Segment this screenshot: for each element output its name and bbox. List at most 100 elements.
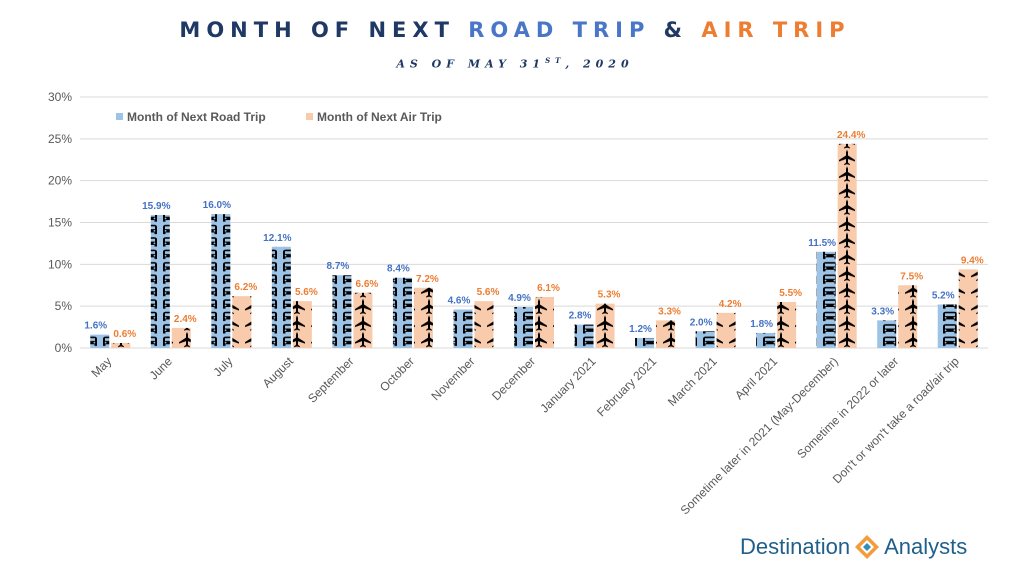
logo-word-1: Destination [740,534,851,559]
air-trip-value-label: 5.6% [477,287,500,298]
x-tick-label: May [88,354,114,380]
air-trip-bar [474,301,494,348]
x-axis: May June July August September October Novembe… [88,354,962,518]
x-tick-label: June [147,354,176,383]
x-tick-label: September [305,354,356,405]
air-trip-bar [958,269,978,348]
x-tick-label: Don't or won't take a road/air trip [830,354,962,486]
road-trip-bar [271,246,291,348]
road-trip-bar [453,309,473,348]
air-trip-value-label: 24.4% [837,130,865,141]
air-trip-value-label: 5.6% [295,287,318,298]
gridlines [80,96,988,349]
y-tick-label: 30% [48,90,72,104]
air-trip-bar [898,285,918,348]
air-trip-value-label: 2.4% [174,314,197,325]
air-trip-bar [353,292,373,348]
x-tick-label: Sometime in 2022 or later [794,354,901,461]
road-trip-bar [937,304,957,348]
destination-analysts-logo: Destination Analysts [740,532,967,562]
road-trip-value-label: 16.0% [203,200,231,211]
road-trip-value-label: 8.7% [327,261,350,272]
air-trip-value-label: 4.2% [719,299,742,310]
diamond-logo-icon [855,535,880,559]
air-trip-value-label: 6.1% [537,283,560,294]
road-trip-bar [635,337,655,348]
air-trip-bar [656,320,676,348]
legend-road-trip-swatch [116,113,123,120]
x-tick-label: March 2021 [665,354,720,409]
air-trip-bar [595,303,615,348]
x-tick-label: October [377,354,417,394]
x-tick-label: November [429,354,478,403]
air-trip-value-label: 6.2% [234,282,257,293]
road-trip-bar [211,214,231,348]
road-trip-bar [514,307,533,348]
y-tick-label: 0% [55,341,73,355]
chart-subtitle: AS OF MAY 31ST, 2020 [0,56,1030,71]
chart-title: MONTH OF NEXT ROAD TRIP & AIR TRIP [0,18,1030,42]
air-trip-value-label: 0.6% [113,329,136,340]
subtitle-suffix: , 2020 [565,57,634,71]
legend-air-trip-swatch [306,113,313,120]
road-trip-bar [756,332,776,348]
road-trip-value-label: 1.2% [629,324,652,335]
y-tick-label: 25% [48,132,72,146]
road-trip-value-label: 5.2% [932,290,955,301]
value-labels: 1.6% 0.6% 15.9% 2.4% 16.0% 6.2% 12.1% 5.6% 8.7% 6… [84,130,983,340]
title-part-ampersand: & [650,18,702,42]
x-tick-label: July [210,354,235,379]
x-tick-label: January 2021 [537,354,599,416]
road-trip-value-label: 11.5% [808,238,836,249]
air-trip-bar [535,296,554,348]
road-trip-bar [574,324,594,348]
legend: Month of Next Road Trip Month of Next Air… [116,110,442,124]
air-trip-bar [837,143,857,348]
air-trip-value-label: 5.3% [598,290,621,301]
subtitle-sup: ST [545,56,566,65]
x-tick-label: April 2021 [732,354,780,402]
air-trip-bar [292,301,312,348]
road-trip-value-label: 15.9% [142,201,170,212]
air-trip-bar [171,327,191,348]
legend-road-trip-label: Month of Next Road Trip [127,110,266,124]
x-tick-label: February 2021 [594,354,659,419]
x-tick-label: December [489,354,538,403]
road-trip-value-label: 1.6% [84,321,107,332]
air-trip-value-label: 9.4% [961,255,984,266]
bars [90,143,978,348]
air-trip-bar [232,296,252,348]
air-trip-value-label: 6.6% [356,279,379,290]
road-trip-bar [816,251,836,348]
air-trip-value-label: 3.3% [658,306,681,317]
air-trip-bar [716,312,736,348]
road-trip-value-label: 1.8% [750,319,773,330]
road-trip-value-label: 8.4% [387,264,410,275]
legend-air-trip-label: Month of Next Air Trip [317,110,442,124]
road-trip-value-label: 3.3% [871,306,894,317]
air-trip-bar [777,301,797,348]
road-trip-bar [877,320,897,348]
title-part-road: ROAD TRIP [468,18,651,42]
air-trip-bar [111,342,131,348]
road-trip-bar [90,334,110,348]
road-trip-bar [150,214,170,348]
logo-word-2: Analysts [884,534,968,559]
title-part-1: MONTH OF NEXT [179,18,469,42]
y-tick-label: 20% [48,174,72,188]
y-axis: 0% 5% 10% 15% 20% 25% 30% [48,90,72,355]
road-trip-value-label: 2.8% [569,311,592,322]
air-trip-value-label: 5.5% [779,288,802,299]
x-tick-label: August [260,354,297,391]
y-tick-label: 15% [48,216,72,230]
y-tick-label: 5% [55,299,73,313]
subtitle-prefix: AS OF MAY 31 [396,57,546,71]
title-part-air: AIR TRIP [701,18,851,42]
y-tick-label: 10% [48,257,72,271]
road-trip-value-label: 2.0% [690,317,713,328]
air-trip-value-label: 7.5% [900,271,923,282]
air-trip-bar [413,287,433,348]
air-trip-value-label: 7.2% [416,274,439,285]
road-trip-value-label: 12.1% [263,233,291,244]
